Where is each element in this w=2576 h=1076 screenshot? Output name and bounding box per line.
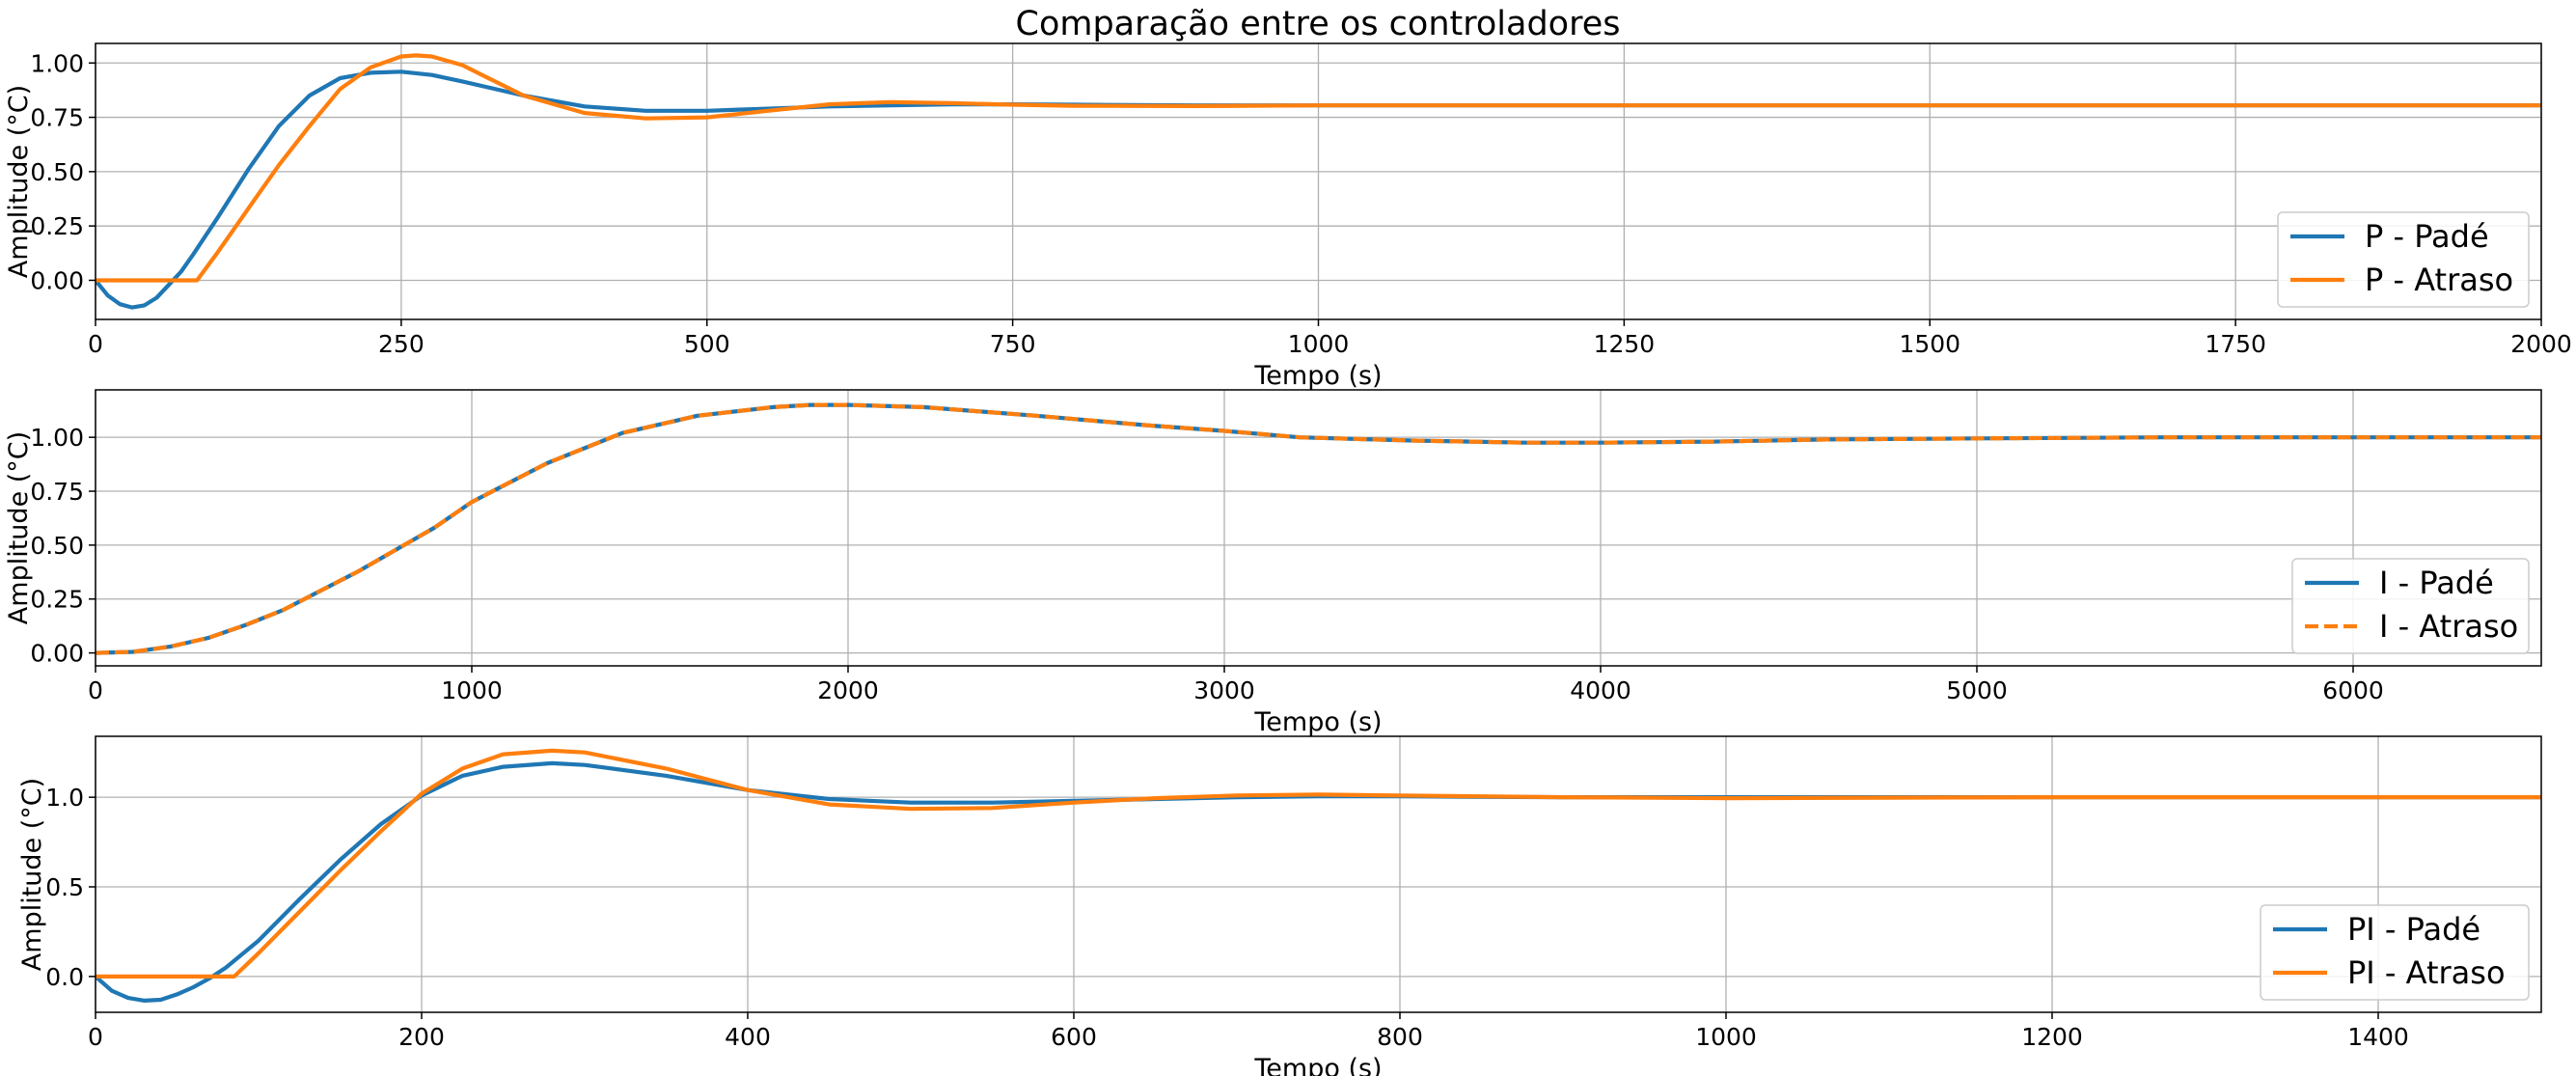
x-tick-label: 200 [398,1023,445,1051]
y-tick-label: 0.25 [30,586,84,614]
legend-entry: PI - Padé [2347,911,2480,948]
x-tick-label: 500 [684,330,730,358]
subplot-3: 0 200 400 600 800 1000 1200 1400 0.0 0.5 1.0 Tempo … [17,735,2542,1076]
legend-entry: I - Padé [2379,565,2494,601]
x-tick-label: 1250 [1594,330,1656,358]
legend-entry: I - Atraso [2379,608,2518,645]
subplot-2: 0 1000 2000 3000 4000 5000 6000 0.00 0.25 0.50 0.7… [4,389,2542,737]
y-tick-label: 0.50 [30,158,84,186]
y-tick-label: 0.00 [30,640,84,668]
x-tick-label: 3000 [1193,676,1255,704]
series-group [96,402,2541,655]
y-tick-label: 0.75 [30,104,84,132]
x-tick-label: 1000 [1288,330,1350,358]
x-tick-label: 1200 [2021,1023,2083,1051]
y-tick-label: 0.00 [30,266,84,294]
x-tick-label: 1500 [1899,330,1960,358]
series-line-2 [96,748,2541,979]
x-tick-label: 5000 [1946,676,2008,704]
legend-box [2260,904,2530,1001]
y-tick-label: 0.0 [45,963,84,991]
legend-entry: P - Atraso [2365,262,2513,298]
y-axis-label: Amplitude (°C) [4,431,34,624]
x-tick-label: 600 [1051,1023,1097,1051]
x-tick-label: 800 [1377,1023,1423,1051]
x-axis-label: Tempo (s) [1253,361,1382,391]
x-tick-label: 2000 [2510,330,2572,358]
x-tick-label: 4000 [1570,676,1631,704]
x-tick-label: 1000 [441,676,503,704]
x-tick-label: 0 [88,676,103,704]
series-group [96,53,2541,310]
y-tick-label: 0.5 [45,873,84,901]
figure-title: Comparação entre os controladores [1016,5,1621,43]
series-line-2 [96,53,2541,283]
x-tick-label: 0 [88,1023,103,1051]
x-axis-label: Tempo (s) [1253,1054,1382,1076]
y-tick-label: 1.00 [30,424,84,452]
y-tick-label: 0.50 [30,532,84,560]
x-tick-label: 750 [990,330,1036,358]
y-tick-label: 0.75 [30,478,84,506]
x-tick-label: 0 [88,330,103,358]
y-tick-label: 0.25 [30,212,84,240]
subplots: 0 250 500 750 1000 1250 1500 1750 20000.000.250.… [4,42,2572,1076]
subplot-1: 0 250 500 750 1000 1250 1500 1750 2000 0.00 0.25 0.… [4,42,2572,391]
series-line-2 [96,402,2541,655]
series-group [96,748,2541,1004]
x-tick-label: 250 [378,330,425,358]
x-axis-label: Tempo (s) [1253,707,1382,737]
axes-frame [95,389,2542,667]
legend: I - Padé I - Atraso [2291,558,2530,654]
y-axis-label: Amplitude (°C) [4,85,34,278]
x-tick-label: 400 [725,1023,771,1051]
legend: PI - Padé PI - Atraso [2260,904,2530,1001]
x-tick-label: 1750 [2205,330,2266,358]
x-tick-label: 2000 [817,676,879,704]
x-tick-label: 1400 [2347,1023,2409,1051]
y-axis-label: Amplitude (°C) [17,778,47,971]
x-tick-label: 6000 [2322,676,2384,704]
legend-entry: P - Padé [2365,218,2489,255]
y-tick-label: 1.00 [30,49,84,77]
x-tick-label: 1000 [1695,1023,1757,1051]
axes-frame [95,735,2542,1013]
series-line-1 [96,402,2541,655]
legend: P - Padé P - Atraso [2277,211,2530,308]
y-tick-label: 1.0 [45,784,84,812]
legend-entry: PI - Atraso [2347,954,2506,991]
